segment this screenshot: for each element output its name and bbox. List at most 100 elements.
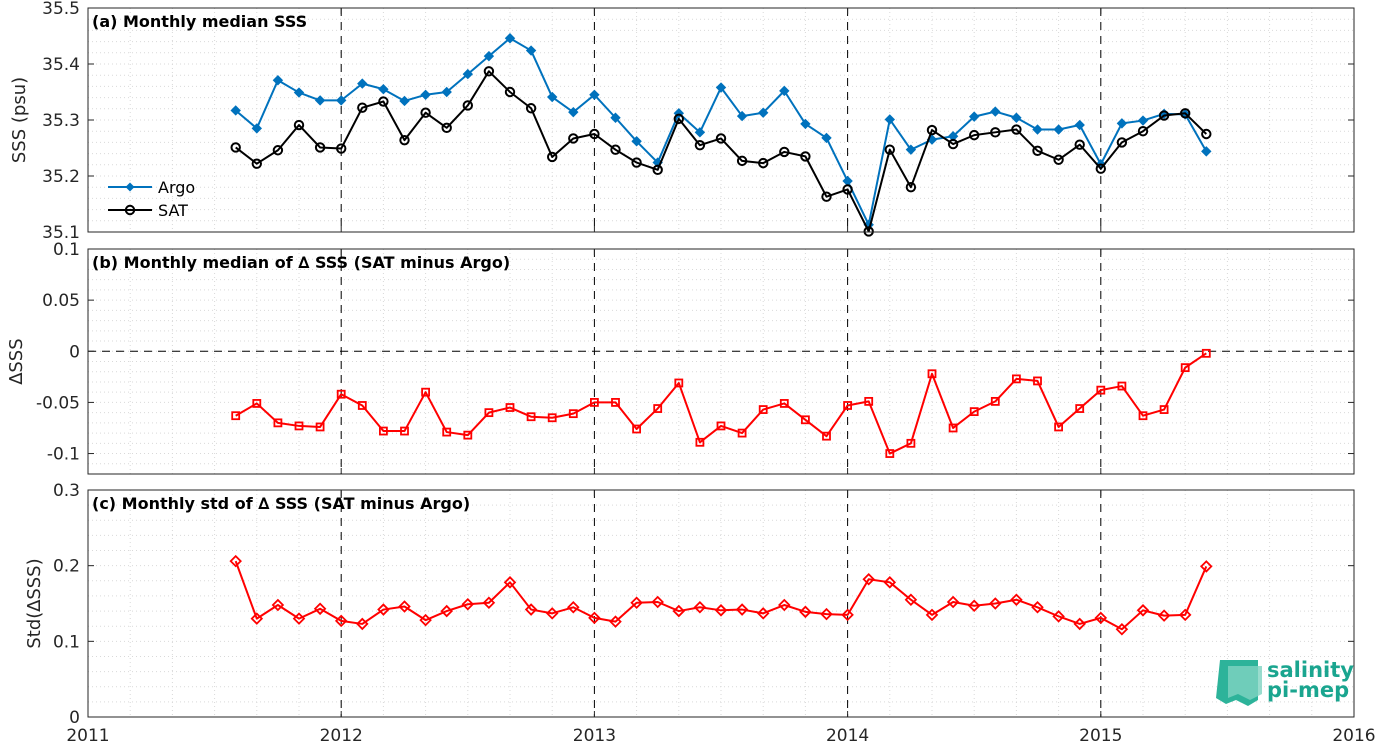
data-point-std	[1136, 604, 1150, 617]
data-point-delta	[758, 405, 768, 414]
y-tick-label: 0.3	[53, 481, 80, 501]
data-point-argo	[525, 45, 537, 56]
data-point-argo	[1053, 124, 1064, 135]
data-point-sat	[800, 151, 811, 162]
data-point-argo	[441, 86, 452, 98]
data-point-sat	[1053, 154, 1064, 165]
data-point-sat	[631, 157, 642, 168]
data-point-argo	[378, 83, 389, 95]
data-point-sat	[589, 128, 600, 140]
y-tick-label: 35.4	[42, 55, 80, 75]
data-point-std	[440, 604, 453, 618]
data-point-std	[989, 597, 1002, 610]
x-tick-label: 2016	[1332, 726, 1375, 745]
data-point-delta	[526, 412, 536, 422]
data-point-argo	[1201, 146, 1212, 157]
data-point-argo	[1011, 112, 1022, 123]
data-point-std	[651, 595, 664, 609]
data-point-sat	[610, 144, 621, 155]
data-point-argo	[990, 106, 1001, 117]
data-point-sat	[736, 155, 748, 167]
data-point-delta	[653, 404, 663, 413]
data-point-argo	[251, 123, 263, 134]
data-point-sat	[399, 134, 410, 146]
series-line-sat	[235, 70, 1208, 233]
data-point-argo	[905, 144, 917, 155]
data-point-delta	[568, 409, 578, 419]
data-point-std	[229, 554, 242, 568]
data-point-argo	[1032, 124, 1043, 135]
data-point-std	[904, 593, 918, 606]
data-point-argo	[357, 78, 368, 89]
data-point-sat	[378, 96, 389, 107]
y-tick-label: 0.05	[42, 291, 80, 311]
data-point-argo	[462, 68, 474, 80]
data-point-argo	[821, 132, 832, 144]
data-point-delta	[1117, 381, 1127, 391]
x-tick-label: 2012	[320, 726, 363, 745]
data-point-std	[714, 604, 728, 617]
data-point-delta	[611, 398, 620, 407]
data-point-argo	[884, 114, 896, 125]
data-point-sat	[504, 86, 516, 98]
legend-argo-label: Argo	[158, 178, 195, 197]
data-point-sat	[420, 107, 431, 118]
data-point-argo	[420, 89, 431, 101]
data-point-sat	[758, 157, 769, 169]
data-point-delta	[1054, 422, 1063, 432]
data-point-sat	[272, 145, 284, 156]
data-point-delta	[1012, 374, 1021, 384]
data-point-std	[862, 573, 875, 586]
data-point-sat	[357, 102, 368, 113]
data-point-std	[588, 611, 601, 625]
data-point-std	[735, 603, 749, 616]
data-point-argo	[399, 95, 410, 107]
data-point-argo	[736, 110, 748, 122]
y-tick-label: 35.1	[42, 223, 80, 243]
data-point-argo	[272, 75, 284, 86]
data-point-std	[292, 612, 306, 625]
data-point-delta	[632, 424, 641, 434]
x-tick-label: 2014	[826, 726, 869, 745]
data-point-delta	[885, 449, 895, 458]
data-point-std	[377, 603, 390, 616]
data-point-delta	[864, 396, 874, 406]
data-point-delta	[695, 437, 705, 447]
data-point-std	[820, 607, 833, 621]
y-tick-label: 0.2	[53, 557, 80, 577]
data-point-std	[250, 612, 264, 625]
data-point-sat	[884, 144, 895, 155]
data-point-delta	[442, 427, 452, 437]
data-point-sat	[990, 127, 1001, 138]
data-point-delta	[716, 421, 726, 431]
data-point-delta	[906, 438, 916, 448]
y-tick-label: 0.1	[53, 632, 80, 652]
data-point-argo	[631, 136, 642, 147]
data-point-sat	[694, 140, 706, 151]
logo-text-pi-mep: pi-mep	[1267, 678, 1349, 702]
y-tick-label: 35.5	[42, 0, 80, 19]
data-point-delta	[378, 426, 388, 436]
data-point-sat	[314, 142, 326, 153]
data-point-delta	[463, 430, 473, 440]
data-point-argo	[293, 87, 305, 98]
data-point-delta	[1159, 405, 1169, 414]
data-point-argo	[968, 111, 980, 122]
data-point-delta	[421, 387, 431, 397]
panel-c-ylabel: Std(∆SSS)	[24, 558, 45, 648]
data-point-std	[756, 607, 770, 620]
data-point-delta	[948, 423, 958, 433]
data-point-delta	[990, 396, 1000, 406]
data-point-sat	[863, 226, 874, 237]
panel-delta-sss-std: 0 0.1 0.2 0.3 2011 2012 2013 2014 2015 2016 (c) …	[24, 481, 1376, 745]
data-point-std	[1115, 622, 1129, 636]
data-point-sat	[947, 138, 959, 150]
data-point-argo	[483, 50, 495, 62]
data-point-sat	[926, 124, 938, 136]
data-point-delta	[1096, 385, 1106, 395]
data-point-delta	[1138, 411, 1148, 421]
panel-b-frame	[87, 248, 1355, 475]
data-point-sat	[1137, 126, 1149, 137]
y-tick-label: 0	[69, 708, 80, 728]
x-tick-label: 2011	[66, 726, 109, 745]
